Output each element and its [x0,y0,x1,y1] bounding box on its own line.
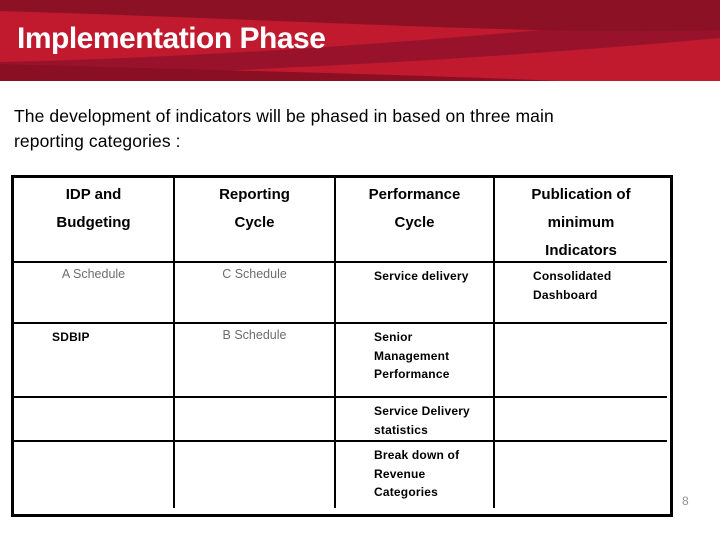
table-cell: B Schedule [175,324,336,398]
slide-title: Implementation Phase [17,22,326,55]
table-cell [175,442,336,508]
table-cell [14,398,175,442]
table-cell: Break down of Revenue Categories [336,442,495,508]
table-header-publication-indicators: Publication of minimum Indicators [495,178,667,263]
table-header-performance-cycle: Performance Cycle [336,178,495,263]
page-number: 8 [682,494,689,508]
banner-swoosh-graphic [0,0,720,81]
table-cell [495,442,667,508]
table-cell [14,442,175,508]
table-cell: SDBIP [14,324,175,398]
intro-text: The development of indicators will be ph… [14,106,554,151]
categories-table: IDP and Budgeting Reporting Cycle Perfor… [11,175,673,517]
table-cell: Service Delivery statistics [336,398,495,442]
table-cell: Consolidated Dashboard [495,263,667,324]
slide-header-banner: Implementation Phase [0,0,720,81]
table-cell: C Schedule [175,263,336,324]
table-cell [495,398,667,442]
table-cell: Service delivery [336,263,495,324]
table-cell [175,398,336,442]
table-cell: Senior Management Performance [336,324,495,398]
table-cell: A Schedule [14,263,175,324]
table-header-idp-budgeting: IDP and Budgeting [14,178,175,263]
table-header-reporting-cycle: Reporting Cycle [175,178,336,263]
table-cell [495,324,667,398]
